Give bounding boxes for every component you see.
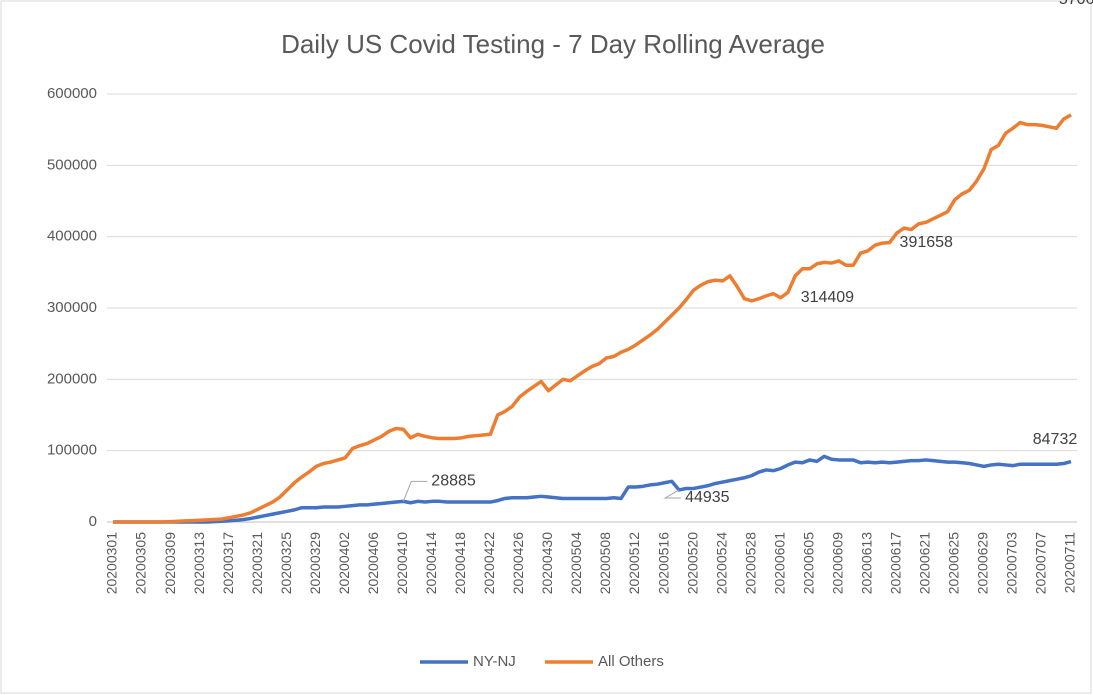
legend-label: All Others xyxy=(598,653,664,670)
y-tick-label: 300000 xyxy=(47,299,97,316)
x-tick-label: 20200301 xyxy=(104,532,120,595)
x-tick-label: 20200414 xyxy=(423,532,439,595)
x-tick-label: 20200508 xyxy=(597,532,613,595)
x-tick-label: 20200317 xyxy=(220,532,236,595)
x-tick-label: 20200321 xyxy=(249,532,265,595)
data-label: 391658 xyxy=(900,234,953,251)
x-tick-label: 20200422 xyxy=(481,532,497,595)
x-tick-label: 20200520 xyxy=(684,532,700,595)
data-label: 44935 xyxy=(685,489,730,506)
x-tick-label: 20200504 xyxy=(568,532,584,595)
y-tick-label: 400000 xyxy=(47,228,97,245)
leader-line xyxy=(663,489,682,499)
x-tick-label: 20200406 xyxy=(365,532,381,595)
x-tick-label: 20200613 xyxy=(858,532,874,595)
x-tick-label: 20200707 xyxy=(1033,532,1049,595)
x-tick-label: 20200305 xyxy=(133,532,149,595)
y-tick-label: 100000 xyxy=(47,442,97,459)
x-tick-label: 20200402 xyxy=(336,532,352,595)
x-tick-label: 20200601 xyxy=(771,532,787,595)
x-tick-label: 20200426 xyxy=(510,532,526,595)
x-tick-label: 20200325 xyxy=(278,532,294,595)
y-tick-label: 500000 xyxy=(47,156,97,173)
data-label: 314409 xyxy=(801,289,854,306)
y-tick-label: 0 xyxy=(89,513,97,530)
x-tick-label: 20200625 xyxy=(946,532,962,595)
data-label: 28885 xyxy=(431,473,476,490)
x-tick-label: 20200512 xyxy=(626,532,642,595)
x-tick-label: 20200313 xyxy=(191,532,207,595)
x-tick-label: 20200430 xyxy=(539,532,555,595)
x-tick-label: 20200617 xyxy=(888,532,904,595)
y-tick-label: 600000 xyxy=(47,85,97,102)
x-tick-label: 20200410 xyxy=(394,532,410,595)
x-tick-label: 20200629 xyxy=(975,532,991,595)
chart-title: Daily US Covid Testing - 7 Day Rolling A… xyxy=(281,29,825,59)
x-tick-label: 20200418 xyxy=(452,532,468,595)
x-tick-label: 20200605 xyxy=(800,532,816,595)
x-tick-label: 20200329 xyxy=(307,532,323,595)
series-line xyxy=(113,454,1072,524)
x-tick-label: 20200711 xyxy=(1062,532,1078,593)
data-label: 84732 xyxy=(1033,431,1078,448)
data-label: 570635 xyxy=(1059,0,1093,8)
x-tick-label: 20200516 xyxy=(655,532,671,595)
x-tick-label: 20200621 xyxy=(917,532,933,595)
leader-line xyxy=(402,480,428,502)
series-line xyxy=(113,113,1072,524)
x-tick-label: 20200609 xyxy=(829,532,845,595)
y-tick-label: 200000 xyxy=(47,370,97,387)
x-tick-label: 20200528 xyxy=(742,532,758,595)
x-tick-label: 20200703 xyxy=(1004,532,1020,595)
x-tick-label: 20200309 xyxy=(162,532,178,595)
x-tick-label: 20200524 xyxy=(713,532,729,595)
legend-label: NY-NJ xyxy=(473,653,516,670)
